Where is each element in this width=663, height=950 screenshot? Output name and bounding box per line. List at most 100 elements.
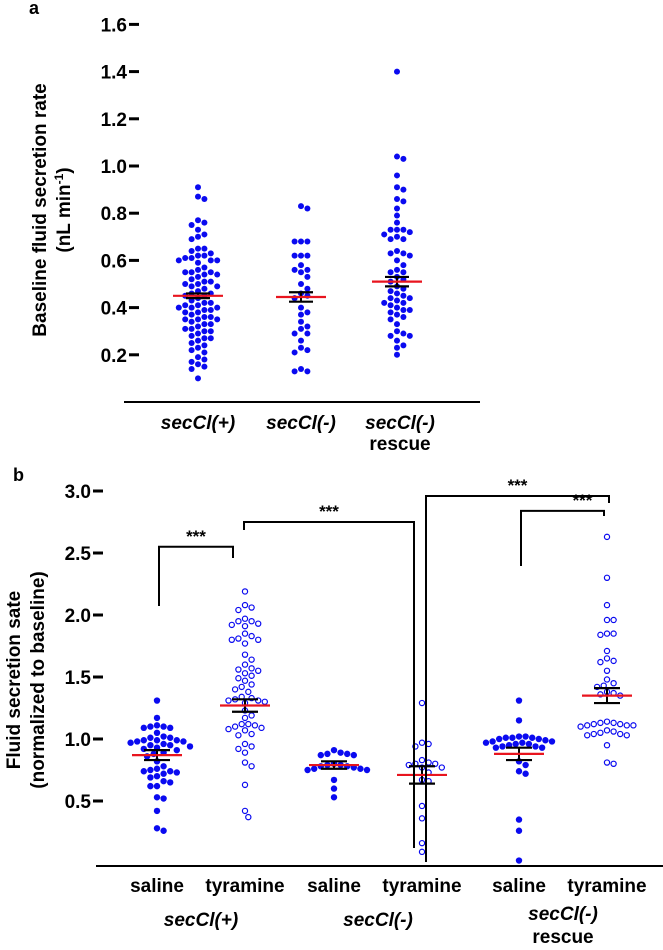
data-point — [195, 323, 201, 330]
data-point — [147, 782, 154, 790]
data-point — [350, 751, 357, 759]
x-treatment-label: saline — [130, 876, 184, 897]
data-point — [201, 306, 208, 313]
data-point — [298, 344, 304, 351]
data-point — [195, 354, 201, 361]
data-point — [381, 299, 388, 306]
y-tick-label: 0.5 — [65, 792, 92, 813]
data-point — [160, 795, 167, 802]
data-point — [188, 236, 195, 243]
data-point — [160, 733, 167, 740]
data-point — [153, 765, 161, 772]
data-point — [418, 848, 426, 856]
data-point — [195, 273, 201, 280]
x-category-label: secCl(-) — [365, 413, 435, 434]
data-point — [291, 252, 298, 259]
data-point — [394, 247, 400, 254]
data-point — [180, 738, 187, 745]
data-point — [201, 245, 208, 252]
data-point — [330, 785, 338, 792]
x-category-label: secCl(+) — [161, 413, 235, 434]
data-point — [153, 714, 161, 722]
data-point — [330, 794, 338, 801]
data-point — [400, 342, 407, 349]
data-point — [201, 264, 208, 271]
data-point — [597, 691, 604, 698]
data-point — [160, 723, 167, 730]
data-point — [245, 813, 252, 821]
data-point — [412, 743, 419, 750]
data-point — [188, 358, 195, 365]
data-point — [241, 677, 249, 684]
data-point — [515, 827, 523, 834]
data-point — [298, 311, 304, 318]
data-point — [167, 779, 174, 786]
data-point — [304, 347, 311, 354]
data-point — [400, 226, 407, 233]
data-point — [186, 743, 194, 750]
data-point — [603, 616, 611, 624]
data-point — [245, 720, 252, 728]
data-point — [153, 794, 161, 801]
data-point — [147, 723, 154, 730]
data-point — [188, 269, 195, 276]
data-point — [182, 316, 189, 323]
data-point — [515, 717, 523, 724]
data-point — [195, 375, 201, 382]
data-point — [248, 763, 255, 770]
data-point — [298, 238, 304, 245]
data-point — [241, 759, 249, 766]
data-point — [394, 304, 400, 311]
data-point — [248, 743, 255, 750]
y-tick-label: 0.6 — [101, 251, 127, 272]
data-point — [317, 751, 324, 759]
data-point — [195, 309, 201, 316]
data-point — [387, 302, 394, 309]
data-point — [298, 269, 304, 276]
data-point — [418, 815, 426, 822]
data-point — [418, 802, 426, 810]
data-point — [160, 777, 167, 785]
data-point — [387, 226, 394, 233]
y-tick-label: 1.0 — [65, 730, 91, 751]
data-point — [394, 266, 400, 273]
data-point — [201, 219, 208, 226]
data-point — [304, 309, 311, 316]
data-point — [529, 734, 536, 741]
data-point — [214, 283, 221, 290]
data-point — [394, 290, 400, 297]
data-point — [195, 193, 201, 200]
data-point — [188, 318, 195, 325]
data-point — [207, 278, 214, 285]
data-point — [241, 661, 249, 668]
y-tick-label: 0.2 — [101, 346, 127, 367]
data-point — [195, 252, 201, 259]
data-point — [241, 714, 249, 722]
data-point — [610, 680, 617, 687]
data-point — [241, 740, 249, 748]
data-point — [147, 742, 154, 749]
data-point — [406, 332, 413, 339]
data-point — [394, 337, 400, 344]
data-point — [400, 198, 407, 205]
data-point — [330, 746, 338, 754]
data-point — [291, 349, 298, 356]
data-point — [610, 719, 617, 727]
data-point — [195, 217, 201, 224]
data-point — [311, 765, 318, 772]
y-tick-label: 1.6 — [101, 15, 127, 36]
data-point — [160, 827, 167, 834]
data-point — [406, 252, 413, 259]
data-point — [400, 155, 407, 162]
data-point — [173, 737, 180, 744]
data-point — [195, 337, 201, 344]
data-point — [153, 722, 161, 729]
data-point — [140, 724, 147, 732]
y-tick-label: 2.0 — [65, 606, 91, 627]
data-point — [195, 361, 201, 368]
data-point — [235, 606, 242, 614]
data-point — [147, 774, 154, 781]
data-point — [603, 676, 611, 683]
significance-bracket — [243, 521, 415, 848]
